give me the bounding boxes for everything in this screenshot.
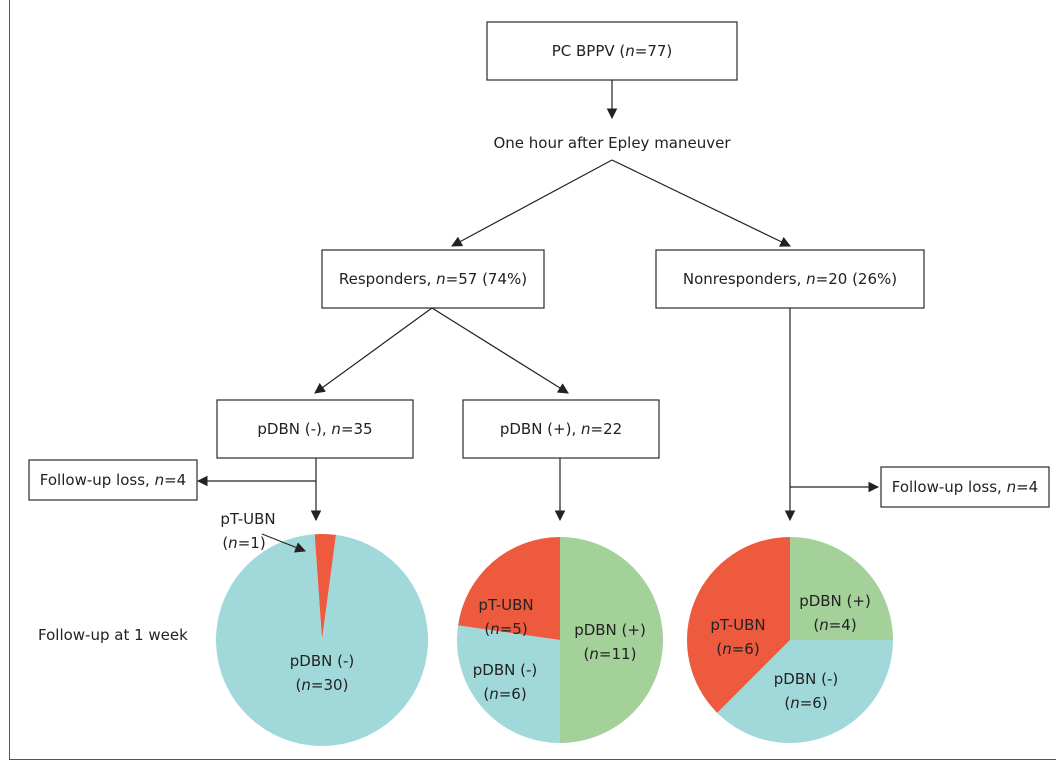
pie-slice-count: (n=5)	[484, 620, 527, 638]
pie-slice-pt-ubn	[458, 537, 560, 640]
callout-pt-ubn: pT-UBN (n=1)	[220, 510, 307, 553]
pdbn-neg-label: pDBN (-), n=35	[257, 420, 372, 438]
pie-slice-label: pDBN (+)	[799, 592, 871, 610]
pie-slice-count: (n=4)	[813, 616, 856, 634]
connectors	[196, 80, 880, 522]
pie-slice-pdbn	[457, 625, 560, 743]
responders-label: Responders, n=57 (74%)	[339, 270, 527, 288]
pie-slice-count: (n=6)	[784, 694, 827, 712]
follow-up-loss-right-box: Follow-up loss, n=4	[880, 466, 1050, 508]
figure-frame	[9, 0, 1056, 760]
pie-slice-count: (n=6)	[483, 685, 526, 703]
responders-box: Responders, n=57 (74%)	[321, 249, 545, 309]
arrow-to-nonresponders	[611, 159, 791, 247]
follow-up-loss-left-box: Follow-up loss, n=4	[28, 459, 198, 501]
pie-slice-pdbn	[717, 640, 893, 743]
pie-slice-label: pT-UBN	[710, 616, 765, 634]
pie-slice-pdbn	[216, 534, 429, 746]
pie-slice-count: (n=11)	[584, 645, 637, 663]
milestone-label: One hour after Epley maneuver	[493, 134, 731, 152]
root-label: PC BPPV (n=77)	[552, 42, 673, 60]
pie-slice-count: (n=6)	[716, 640, 759, 658]
pie-slice-label: pDBN (-)	[774, 670, 838, 688]
pie-slice-label: pT-UBN	[478, 596, 533, 614]
pdbn-neg-box: pDBN (-), n=35	[216, 399, 414, 459]
follow-up-loss-left-label: Follow-up loss, n=4	[40, 471, 186, 489]
pie-slice-pt-ubn	[314, 534, 337, 640]
root-box: PC BPPV (n=77)	[486, 21, 738, 81]
pie-slice-pdbn	[560, 537, 663, 743]
nonresponders-box: Nonresponders, n=20 (26%)	[655, 249, 925, 309]
pie-charts: pDBN (-) (n=30) pDBN (+) (n=11) pDBN (-) (n=6…	[216, 534, 893, 746]
pie-slice-pdbn	[790, 537, 893, 640]
arrow-to-responders	[451, 159, 613, 247]
arrow-to-pdbn-neg	[314, 307, 433, 394]
pie-slice-count: (n=30)	[296, 676, 349, 694]
arrow-to-pdbn-pos	[431, 307, 569, 394]
pie-slice-label: pDBN (-)	[290, 652, 354, 670]
pdbn-pos-label: pDBN (+), n=22	[500, 420, 622, 438]
pie-slice-pt-ubn	[687, 537, 790, 713]
follow-up-loss-right-label: Follow-up loss, n=4	[892, 478, 1038, 496]
follow-up-at-1-week-label: Follow-up at 1 week	[38, 626, 188, 644]
pie-pdbn-pos: pDBN (+) (n=11) pDBN (-) (n=6) pT-UBN (n=5)	[457, 537, 663, 743]
callout-pt-ubn-label: pT-UBN	[220, 510, 275, 528]
pie-nonresponders: pDBN (+) (n=4) pDBN (-) (n=6) pT-UBN (n=6)	[687, 537, 893, 743]
pie-slice-label: pDBN (-)	[473, 661, 537, 679]
pdbn-pos-box: pDBN (+), n=22	[462, 399, 660, 459]
nonresponders-label: Nonresponders, n=20 (26%)	[683, 270, 897, 288]
callout-arrow	[261, 533, 307, 553]
pie-pdbn-neg: pDBN (-) (n=30)	[216, 534, 429, 746]
callout-pt-ubn-count: (n=1)	[222, 534, 265, 552]
pie-slice-label: pDBN (+)	[574, 621, 646, 639]
